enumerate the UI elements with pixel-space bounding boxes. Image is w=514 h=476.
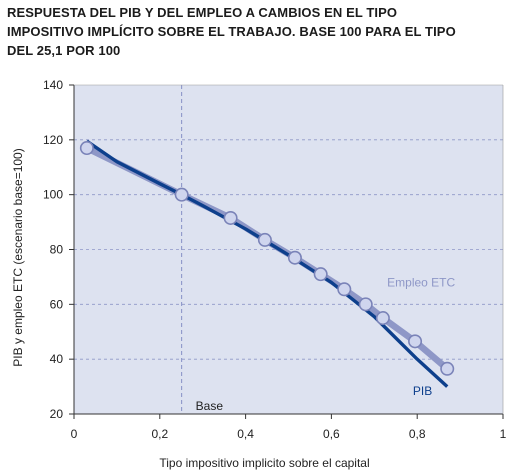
- y-tick-label: 60: [50, 297, 64, 311]
- series-label-pib: PIB: [413, 384, 432, 398]
- series-marker-empleo: [257, 232, 272, 247]
- y-tick-label: 140: [43, 78, 63, 92]
- series-marker-empleo: [337, 282, 352, 297]
- chart-title: RESPUESTA DEL PIB Y DEL EMPLEO A CAMBIOS…: [7, 3, 507, 60]
- y-axis-title: PIB y empleo ETC (escenario base=100): [11, 148, 25, 366]
- series-marker-empleo: [358, 297, 373, 312]
- series-label-empleo: Empleo ETC: [387, 276, 455, 290]
- y-tick-label: 120: [43, 133, 63, 147]
- series-marker-empleo: [79, 141, 94, 156]
- base-label: Base: [196, 399, 224, 413]
- y-tick-label: 20: [50, 407, 64, 421]
- x-tick-label: 0,4: [237, 427, 254, 441]
- chart-title-line-1: RESPUESTA DEL PIB Y DEL EMPLEO A CAMBIOS…: [7, 5, 398, 20]
- x-tick-label: 0,2: [151, 427, 168, 441]
- x-tick-label: 0,6: [323, 427, 340, 441]
- y-tick-label: 100: [43, 188, 63, 202]
- series-marker-empleo: [287, 250, 302, 265]
- series-line-pib: [85, 139, 449, 388]
- series-marker-empleo: [440, 361, 455, 376]
- x-axis-title: Tipo impositivo implicito sobre el capit…: [159, 456, 369, 470]
- chart-title-line-2: IMPOSITIVO IMPLÍCITO SOBRE EL TRABAJO. B…: [7, 24, 456, 39]
- series-marker-empleo: [408, 334, 423, 349]
- chart-title-line-3: DEL 25,1 POR 100: [7, 43, 121, 58]
- series-marker-empleo: [375, 311, 390, 326]
- x-tick-label: 0,8: [409, 427, 426, 441]
- x-tick-label: 1: [500, 427, 507, 441]
- series-layer: [79, 139, 455, 388]
- series-marker-empleo: [313, 267, 328, 282]
- series-marker-empleo: [223, 210, 238, 225]
- y-tick-label: 40: [50, 352, 64, 366]
- series-marker-empleo: [174, 187, 189, 202]
- x-tick-label: 0: [71, 427, 78, 441]
- y-tick-label: 80: [50, 243, 64, 257]
